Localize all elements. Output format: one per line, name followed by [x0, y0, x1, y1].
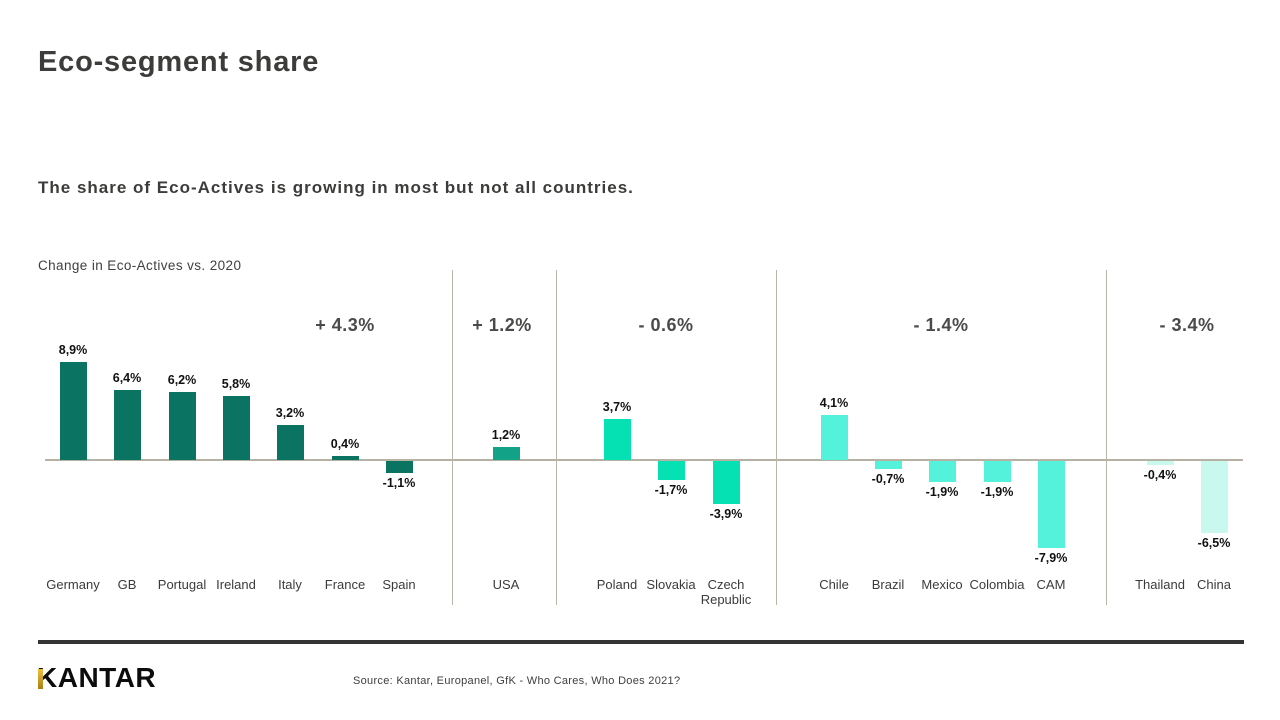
country-label-italy: Italy	[278, 577, 302, 592]
country-label-cam: CAM	[1036, 577, 1066, 592]
bar-slovakia	[657, 461, 685, 480]
country-label-france: France	[324, 577, 366, 592]
bar-brazil	[874, 461, 902, 469]
bar-germany	[59, 362, 87, 460]
country-label-spain: Spain	[382, 577, 416, 592]
country-label-brazil: Brazil	[871, 577, 905, 592]
value-label-germany: 8,9%	[58, 343, 88, 357]
country-label-usa: USA	[492, 577, 520, 592]
bar-italy	[276, 425, 304, 460]
bar-thailand	[1146, 461, 1174, 465]
bar-czech-republic	[712, 461, 740, 504]
country-label-chile: Chile	[819, 577, 849, 592]
value-label-chile: 4,1%	[819, 396, 849, 410]
bar-spain	[385, 461, 413, 473]
group-separator-1	[452, 270, 453, 605]
bar-france	[331, 456, 359, 460]
country-label-thailand: Thailand	[1135, 577, 1185, 592]
value-label-usa: 1,2%	[491, 428, 521, 442]
bar-gb	[113, 390, 141, 460]
bar-portugal	[168, 392, 196, 460]
value-label-italy: 3,2%	[275, 406, 305, 420]
bar-china	[1200, 461, 1228, 533]
group-average-annotation-1: + 4.3%	[315, 315, 375, 335]
value-label-colombia: -1,9%	[980, 485, 1014, 499]
country-label-slovakia: Slovakia	[646, 577, 696, 592]
value-label-slovakia: -1,7%	[654, 483, 688, 497]
group-average-annotation-3: - 0.6%	[638, 315, 694, 335]
group-average-annotation-4: - 1.4%	[913, 315, 969, 335]
value-label-portugal: 6,2%	[167, 373, 197, 387]
subtitle: The share of Eco-Actives is growing in m…	[38, 178, 634, 197]
group-separator-3	[776, 270, 777, 605]
country-label-gb: GB	[117, 577, 137, 592]
value-label-poland: 3,7%	[602, 400, 632, 414]
kantar-logo: KANTAR	[37, 664, 156, 694]
source-note: Source: Kantar, Europanel, GfK - Who Car…	[353, 675, 681, 687]
bar-colombia	[983, 461, 1011, 482]
bar-poland	[603, 419, 631, 460]
country-label-china: China	[1197, 577, 1231, 592]
value-label-spain: -1,1%	[382, 476, 416, 490]
bar-chile	[820, 415, 848, 460]
footer-divider	[38, 640, 1244, 644]
group-average-annotation-2: + 1.2%	[472, 315, 532, 335]
value-label-cam: -7,9%	[1034, 551, 1068, 565]
value-label-ireland: 5,8%	[221, 377, 251, 391]
bar-cam	[1037, 461, 1065, 548]
bar-usa	[492, 447, 520, 460]
country-label-portugal: Portugal	[157, 577, 207, 592]
bar-ireland	[222, 396, 250, 460]
value-label-gb: 6,4%	[112, 371, 142, 385]
country-label-czech-republic: Czech Republic	[700, 577, 752, 607]
value-label-france: 0,4%	[330, 437, 360, 451]
country-label-poland: Poland	[596, 577, 638, 592]
chart-axis-caption: Change in Eco-Actives vs. 2020	[38, 258, 242, 273]
group-separator-2	[556, 270, 557, 605]
value-label-thailand: -0,4%	[1143, 468, 1177, 482]
country-label-germany: Germany	[46, 577, 100, 592]
group-separator-4	[1106, 270, 1107, 605]
value-label-brazil: -0,7%	[871, 472, 905, 486]
x-axis-baseline	[45, 459, 1243, 461]
kantar-logo-gold-bar	[38, 669, 43, 689]
country-label-ireland: Ireland	[216, 577, 256, 592]
country-label-colombia: Colombia	[969, 577, 1025, 592]
value-label-czech-republic: -3,9%	[709, 507, 743, 521]
bar-mexico	[928, 461, 956, 482]
country-label-mexico: Mexico	[921, 577, 963, 592]
kantar-logo-text: KANTAR	[37, 662, 157, 693]
group-average-annotation-5: - 3.4%	[1159, 315, 1215, 335]
page-title: Eco-segment share	[38, 46, 320, 78]
value-label-china: -6,5%	[1197, 536, 1231, 550]
value-label-mexico: -1,9%	[925, 485, 959, 499]
